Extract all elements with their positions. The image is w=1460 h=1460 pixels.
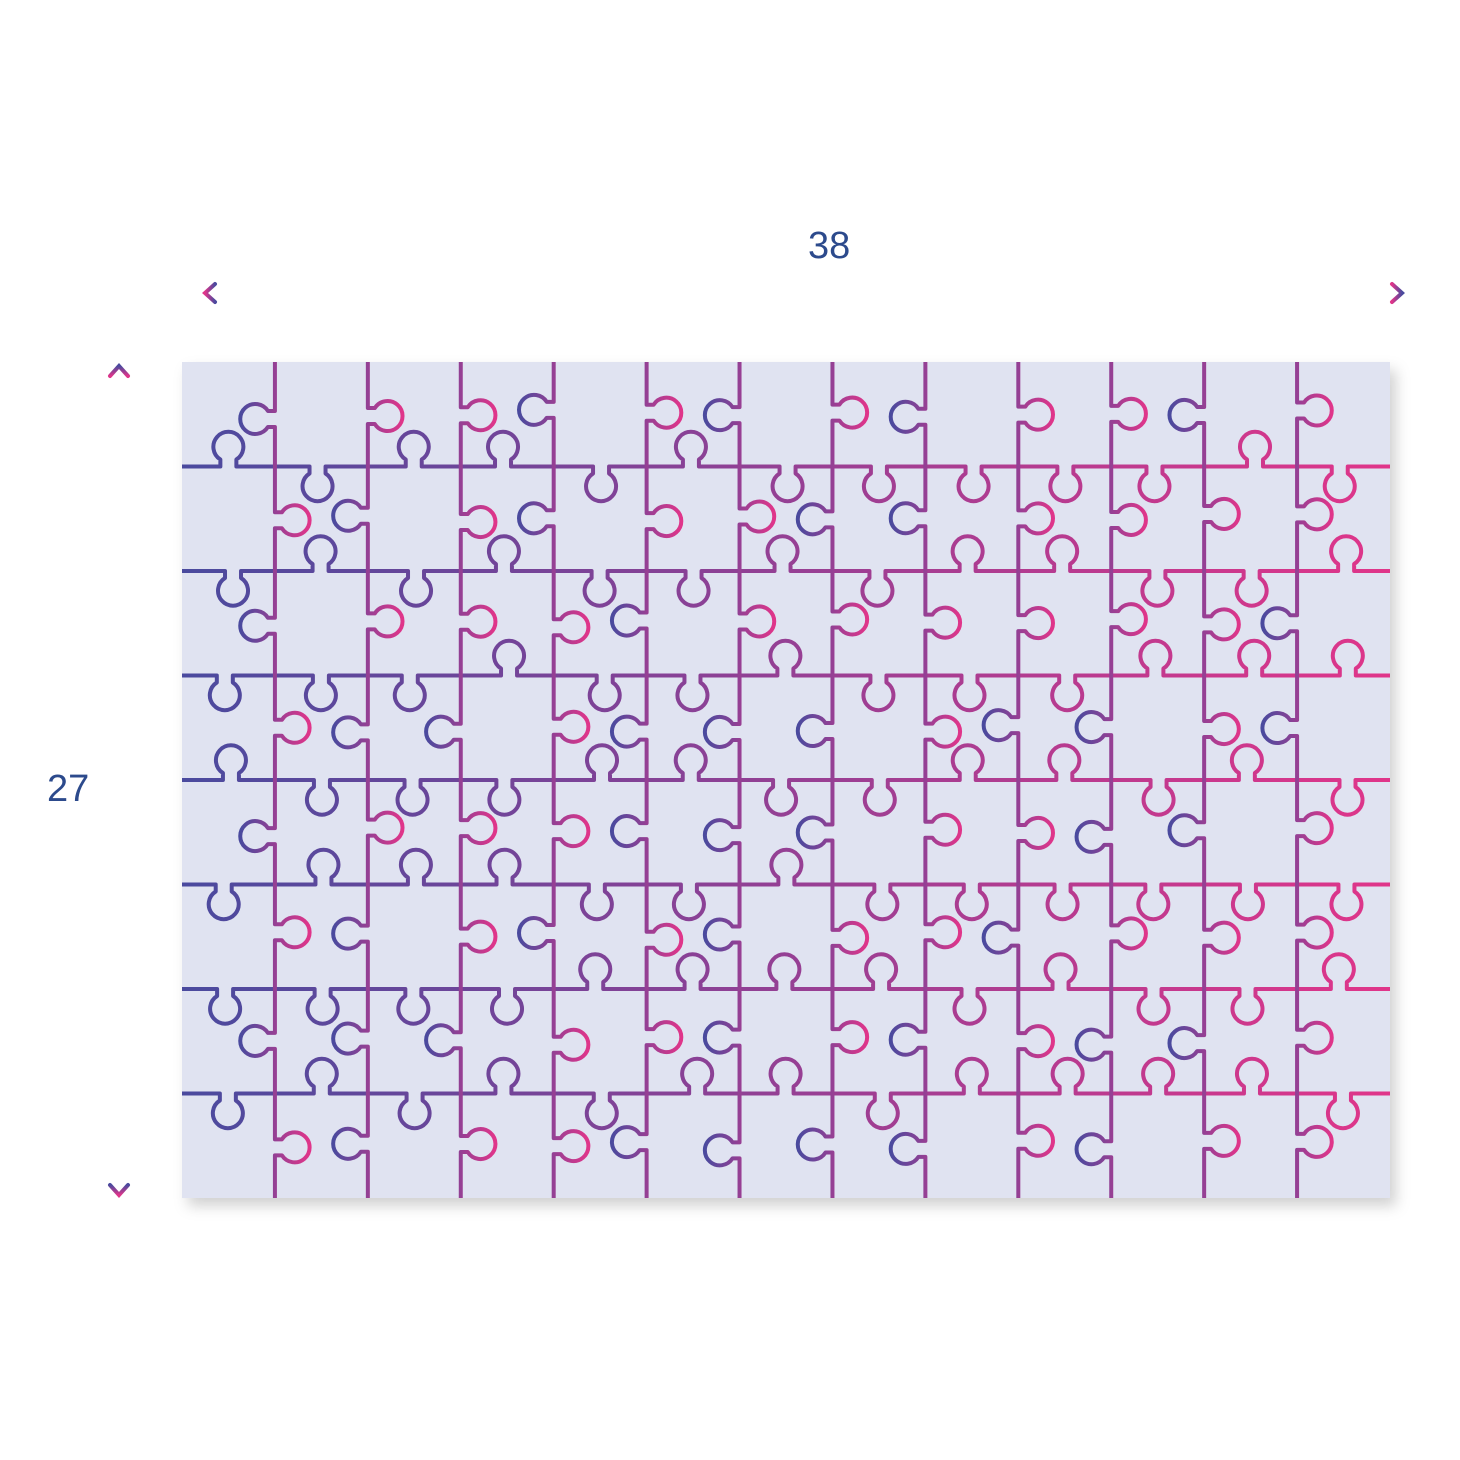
horizontal-cut-line: [182, 952, 1390, 1026]
vertical-cut-line: [238, 362, 312, 1198]
vertical-cut-line: [1167, 362, 1241, 1198]
width-label: 38: [808, 225, 851, 267]
vertical-cut-line: [795, 362, 870, 1198]
width-arrow: [202, 282, 1405, 304]
horizontal-cut-line: [182, 743, 1390, 817]
vertical-cut-line: [517, 362, 591, 1198]
vertical-cut-line: [1260, 362, 1334, 1198]
vertical-cut-line: [1074, 362, 1148, 1198]
horizontal-cut-line: [182, 847, 1390, 922]
puzzle-cut-lines: [182, 362, 1390, 1198]
vertical-cut-line: [981, 362, 1055, 1198]
vertical-cut-line: [331, 362, 405, 1198]
vertical-cut-line: [424, 362, 498, 1198]
horizontal-cut-line: [182, 638, 1390, 713]
horizontal-cut-line: [182, 534, 1390, 608]
vertical-cut-line: [888, 362, 963, 1198]
horizontal-cut-line: [182, 429, 1390, 504]
height-arrow: [108, 363, 130, 1198]
vertical-cut-line: [702, 362, 777, 1198]
horizontal-cut-line: [182, 1056, 1390, 1131]
height-label: 27: [47, 768, 90, 810]
vertical-cut-line: [609, 362, 684, 1198]
